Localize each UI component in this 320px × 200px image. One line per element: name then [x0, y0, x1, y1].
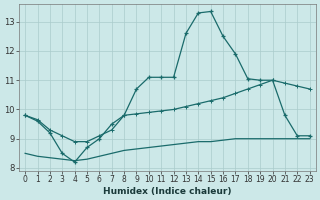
X-axis label: Humidex (Indice chaleur): Humidex (Indice chaleur) [103, 187, 232, 196]
